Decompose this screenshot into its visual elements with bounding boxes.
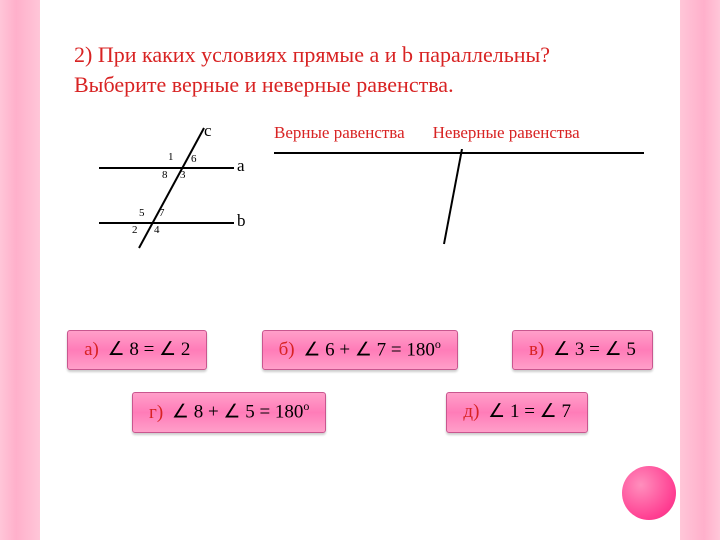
question-line-2: Выберите верные и неверные равенства. [74, 70, 646, 100]
angle-7: 7 [159, 207, 165, 219]
answers-row-2: г) ∠ 8 + ∠ 5 = 180о д) ∠ 1 = ∠ 7 [40, 392, 680, 432]
label-a: a [237, 156, 245, 176]
answer-g-key: г) [149, 402, 163, 423]
angle-4: 4 [154, 224, 160, 236]
answer-g-deg: о [303, 399, 309, 413]
angle-2: 2 [132, 224, 138, 236]
corner-dot-icon [622, 466, 676, 520]
angle-8: 8 [162, 169, 168, 181]
answer-v[interactable]: в) ∠ 3 = ∠ 5 [512, 330, 653, 370]
question-block: 2) При каких условиях прямые а и b парал… [74, 40, 646, 99]
answer-v-expr: ∠ 3 = ∠ 5 [553, 339, 636, 360]
answer-b-key: б) [279, 339, 295, 360]
answer-v-key: в) [529, 339, 544, 360]
answer-d-expr: ∠ 1 = ∠ 7 [488, 401, 571, 422]
angle-3: 3 [180, 169, 186, 181]
label-b: b [237, 211, 246, 231]
label-c: c [204, 121, 212, 141]
answer-g[interactable]: г) ∠ 8 + ∠ 5 = 180о [132, 392, 326, 432]
equalities-table: Верные равенства Неверные равенства [274, 123, 646, 254]
diagram-row: c a b 1 6 8 3 5 7 2 4 Верные равенства Н… [74, 123, 646, 258]
answer-a[interactable]: а) ∠ 8 = ∠ 2 [67, 330, 207, 370]
answer-b-deg: о [435, 337, 441, 351]
angle-5: 5 [139, 207, 145, 219]
answer-g-expr: ∠ 8 + ∠ 5 = 180 [172, 402, 304, 423]
answer-a-key: а) [84, 339, 99, 360]
slide-body: 2) При каких условиях прямые а и b парал… [40, 0, 680, 540]
answer-d-key: д) [463, 401, 479, 422]
answer-d[interactable]: д) ∠ 1 = ∠ 7 [446, 392, 588, 432]
answers-area: а) ∠ 8 = ∠ 2 б) ∠ 6 + ∠ 7 = 180о в) ∠ 3 … [0, 330, 720, 455]
answer-a-expr: ∠ 8 = ∠ 2 [108, 339, 191, 360]
answer-b[interactable]: б) ∠ 6 + ∠ 7 = 180о [262, 330, 458, 370]
slide-left-border [0, 0, 40, 540]
header-incorrect: Неверные равенства [433, 123, 580, 143]
table-lines [274, 149, 644, 249]
parallel-lines-diagram: c a b 1 6 8 3 5 7 2 4 [74, 123, 254, 258]
answer-b-expr: ∠ 6 + ∠ 7 = 180 [303, 339, 435, 360]
answers-row-1: а) ∠ 8 = ∠ 2 б) ∠ 6 + ∠ 7 = 180о в) ∠ 3 … [40, 330, 680, 370]
question-line-1: 2) При каких условиях прямые а и b парал… [74, 40, 646, 70]
angle-6: 6 [191, 153, 197, 165]
header-correct: Верные равенства [274, 123, 405, 143]
slide-right-border [680, 0, 720, 540]
angle-1: 1 [168, 151, 174, 163]
